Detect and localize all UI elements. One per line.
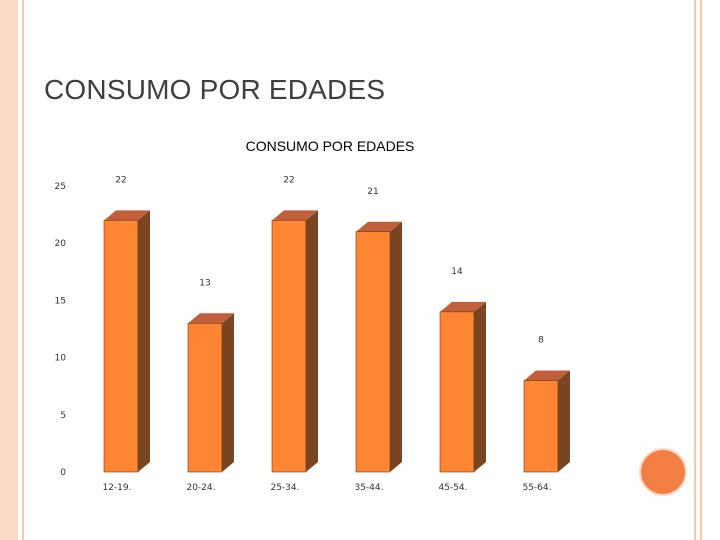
bar bbox=[271, 210, 318, 473]
bar-side bbox=[222, 313, 234, 472]
x-axis: 12-19. 20-24. 25-34. 35-44. 45-54. 55-64. bbox=[102, 483, 551, 493]
y-tick-label: 5 bbox=[60, 411, 66, 421]
y-tick-label: 20 bbox=[55, 239, 67, 249]
y-axis: 0 5 10 15 20 25 bbox=[55, 182, 67, 478]
x-tick-label: 20-24. bbox=[186, 483, 215, 493]
bar-front bbox=[523, 380, 559, 473]
x-tick-label: 25-34. bbox=[270, 483, 299, 493]
decorative-circle bbox=[639, 448, 687, 496]
bar bbox=[355, 221, 402, 473]
y-tick-label: 10 bbox=[55, 354, 67, 364]
bar-side bbox=[306, 210, 318, 472]
bar-top bbox=[440, 301, 486, 312]
bar-side bbox=[390, 221, 402, 472]
bar bbox=[103, 210, 150, 473]
bar-top bbox=[104, 210, 150, 221]
bar-side bbox=[558, 370, 570, 472]
bar-front bbox=[271, 220, 307, 473]
data-label: 8 bbox=[538, 335, 544, 345]
data-label: 13 bbox=[199, 278, 210, 288]
chart-title: CONSUMO POR EDADES bbox=[246, 138, 415, 154]
x-tick-label: 45-54. bbox=[438, 483, 467, 493]
bar-top bbox=[524, 370, 570, 381]
data-label: 14 bbox=[451, 267, 463, 277]
bar-top bbox=[356, 221, 402, 232]
y-tick-label: 0 bbox=[60, 468, 66, 478]
bar-front bbox=[187, 322, 223, 473]
data-label: 22 bbox=[115, 175, 126, 185]
slide-frame-line-right-outer bbox=[700, 0, 702, 540]
data-label: 22 bbox=[283, 175, 294, 185]
bar-front bbox=[355, 231, 391, 473]
slide-frame-left bbox=[0, 0, 18, 540]
data-label: 21 bbox=[367, 187, 378, 197]
y-tick-label: 15 bbox=[55, 296, 66, 306]
bar bbox=[439, 301, 486, 473]
slide-frame-line-left bbox=[22, 0, 24, 540]
bar-top bbox=[188, 313, 234, 324]
slide-frame-line-right-inner bbox=[694, 0, 696, 540]
slide-title: CONSUMO POR EDADES bbox=[44, 74, 386, 105]
bar-top bbox=[272, 210, 318, 221]
bar-front bbox=[439, 311, 475, 473]
x-tick-label: 12-19. bbox=[102, 483, 131, 493]
x-tick-label: 35-44. bbox=[354, 483, 383, 493]
bar-front bbox=[103, 220, 139, 473]
bar bbox=[187, 313, 234, 473]
bar-side bbox=[474, 301, 486, 472]
bar bbox=[523, 370, 570, 473]
data-labels: 22 13 22 21 14 8 bbox=[115, 175, 544, 345]
bars bbox=[103, 210, 570, 473]
bar-side bbox=[138, 210, 150, 472]
x-tick-label: 55-64. bbox=[522, 483, 551, 493]
y-tick-label: 25 bbox=[55, 182, 66, 192]
